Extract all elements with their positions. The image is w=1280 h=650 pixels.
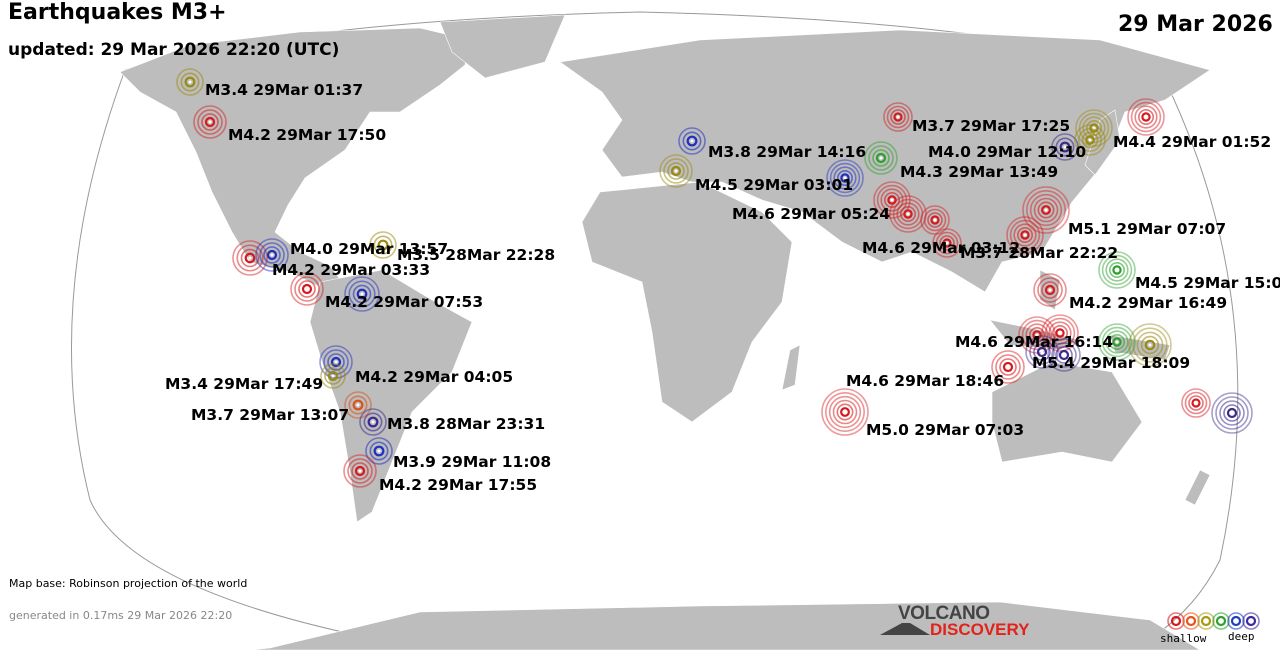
- earthquake-label: M5.0 29Mar 07:03: [866, 421, 1024, 439]
- volcano-icon: [880, 623, 930, 635]
- earthquake-marker[interactable]: [1041, 314, 1079, 352]
- page-title: Earthquakes M3+: [8, 0, 227, 25]
- earthquake-marker[interactable]: [1211, 392, 1253, 434]
- earthquake-marker[interactable]: [365, 437, 393, 465]
- land-masses: [119, 14, 1211, 650]
- earthquake-marker[interactable]: [1242, 612, 1260, 630]
- logo-line2: DISCOVERY: [930, 620, 1030, 639]
- earthquake-marker[interactable]: [359, 408, 387, 436]
- earthquake-marker[interactable]: [176, 68, 204, 96]
- earthquake-marker[interactable]: [255, 238, 289, 272]
- earthquake-marker[interactable]: [1074, 124, 1106, 156]
- earthquake-marker[interactable]: [1181, 388, 1211, 418]
- earthquake-marker[interactable]: [320, 363, 346, 389]
- earthquake-labels: M3.4 29Mar 01:37 M4.2 29Mar 17:50 M4.0 29M…: [165, 81, 1280, 494]
- earthquake-label: M4.4 29Mar 01:52: [1113, 133, 1271, 151]
- earthquake-marker[interactable]: [1128, 323, 1172, 367]
- earthquake-marker[interactable]: [873, 181, 911, 219]
- madagascar: [781, 344, 801, 391]
- antarctica: [249, 601, 1201, 650]
- earthquake-marker[interactable]: [193, 105, 227, 139]
- earthquake-label: M4.5 29Mar 03:01: [695, 176, 853, 194]
- earthquake-marker[interactable]: [826, 159, 864, 197]
- earthquake-marker[interactable]: [290, 272, 324, 306]
- legend-shallow-label: shallow: [1160, 632, 1207, 645]
- earthquake-marker[interactable]: [932, 228, 962, 258]
- earthquake-label: M4.2 29Mar 17:50: [228, 126, 386, 144]
- logo-line1: VOLCANO: [898, 603, 990, 624]
- earthquake-label: M4.0 29Mar 13:57: [290, 240, 448, 258]
- earthquake-label: M4.2 29Mar 07:53: [325, 293, 483, 311]
- map-date: 29 Mar 2026: [1118, 12, 1273, 37]
- earthquake-marker[interactable]: [344, 391, 372, 419]
- generated-note: generated in 0.17ms 29 Mar 2026 22:20: [9, 609, 233, 622]
- earthquake-label: M3.9 29Mar 11:08: [393, 453, 551, 471]
- earthquake-label: M4.6 29Mar 16:14: [955, 333, 1113, 351]
- earthquake-marker[interactable]: [1098, 251, 1136, 289]
- earthquake-label: M4.2 29Mar 04:05: [355, 368, 513, 386]
- earthquake-label: M4.2 29Mar 17:55: [379, 476, 537, 494]
- earthquake-label: M3.7 28Mar 22:22: [960, 244, 1118, 262]
- earthquake-label: M5.1 29Mar 07:07: [1068, 220, 1226, 238]
- south-america: [309, 269, 473, 523]
- earthquake-marker[interactable]: [1022, 186, 1070, 234]
- earthquake-marker[interactable]: [659, 154, 693, 188]
- earthquake-marker[interactable]: [1212, 612, 1230, 630]
- earthquake-label: M4.6 29Mar 05:24: [732, 205, 890, 223]
- earthquake-marker[interactable]: [343, 454, 377, 488]
- earthquake-marker[interactable]: [678, 127, 706, 155]
- earthquake-marker[interactable]: [1098, 323, 1136, 361]
- depth-legend: shallow deep: [1160, 610, 1270, 645]
- earthquake-marker[interactable]: [1033, 273, 1067, 307]
- map-base-credit: Map base: Robinson projection of the wor…: [9, 577, 248, 590]
- earthquake-marker[interactable]: [1127, 98, 1165, 136]
- earthquake-label: M4.6 29Mar 18:46: [846, 372, 1004, 390]
- greenland: [439, 14, 566, 79]
- earthquake-marker[interactable]: [344, 276, 380, 312]
- earthquake-marker[interactable]: [232, 240, 268, 276]
- japan: [1084, 109, 1121, 176]
- earthquake-marker[interactable]: [1025, 335, 1059, 369]
- earthquake-marker[interactable]: [1167, 612, 1185, 630]
- earthquake-label: M3.4 29Mar 01:37: [205, 81, 363, 99]
- earthquake-marker[interactable]: [920, 205, 950, 235]
- earthquake-label: M4.2 29Mar 16:49: [1069, 294, 1227, 312]
- earthquake-marker[interactable]: [1182, 612, 1200, 630]
- earthquake-label: M3.7 29Mar 17:25: [912, 117, 1070, 135]
- earthquake-label: M3.4 29Mar 17:49: [165, 375, 323, 393]
- earthquake-label: M4.2 29Mar 03:33: [272, 261, 430, 279]
- earthquake-label: M4.5 29Mar 15:06: [1135, 274, 1280, 292]
- earthquake-markers: [176, 68, 1253, 488]
- updated-timestamp: updated: 29 Mar 2026 22:20 (UTC): [8, 40, 340, 60]
- earthquake-marker[interactable]: [883, 102, 913, 132]
- earthquake-marker[interactable]: [1227, 612, 1245, 630]
- earthquake-marker[interactable]: [369, 231, 397, 259]
- earthquake-marker[interactable]: [864, 141, 898, 175]
- earthquake-marker[interactable]: [1197, 612, 1215, 630]
- legend-deep-label: deep: [1228, 630, 1255, 643]
- earthquake-label: M5.4 29Mar 18:09: [1032, 354, 1190, 372]
- earthquake-label: M4.6 29Mar 03:12: [862, 239, 1020, 257]
- africa: [581, 181, 793, 423]
- australia: [991, 361, 1143, 463]
- new-zealand: [1184, 469, 1211, 506]
- earthquake-label: M3.5 28Mar 22:28: [397, 246, 555, 264]
- earthquake-marker[interactable]: [1047, 338, 1081, 372]
- earthquake-label: M3.8 29Mar 14:16: [708, 143, 866, 161]
- earthquake-marker[interactable]: [1051, 133, 1079, 161]
- depth-legend-rings: [1167, 612, 1260, 630]
- earthquake-marker[interactable]: [821, 388, 869, 436]
- earthquake-label: M3.7 29Mar 13:07: [191, 406, 349, 424]
- earthquake-label: M4.0 29Mar 12:10: [928, 143, 1086, 161]
- earthquake-label: M3.8 28Mar 23:31: [387, 415, 545, 433]
- earthquake-marker[interactable]: [1006, 216, 1044, 254]
- earthquake-marker[interactable]: [991, 350, 1025, 384]
- earthquake-label: M4.3 29Mar 13:49: [900, 163, 1058, 181]
